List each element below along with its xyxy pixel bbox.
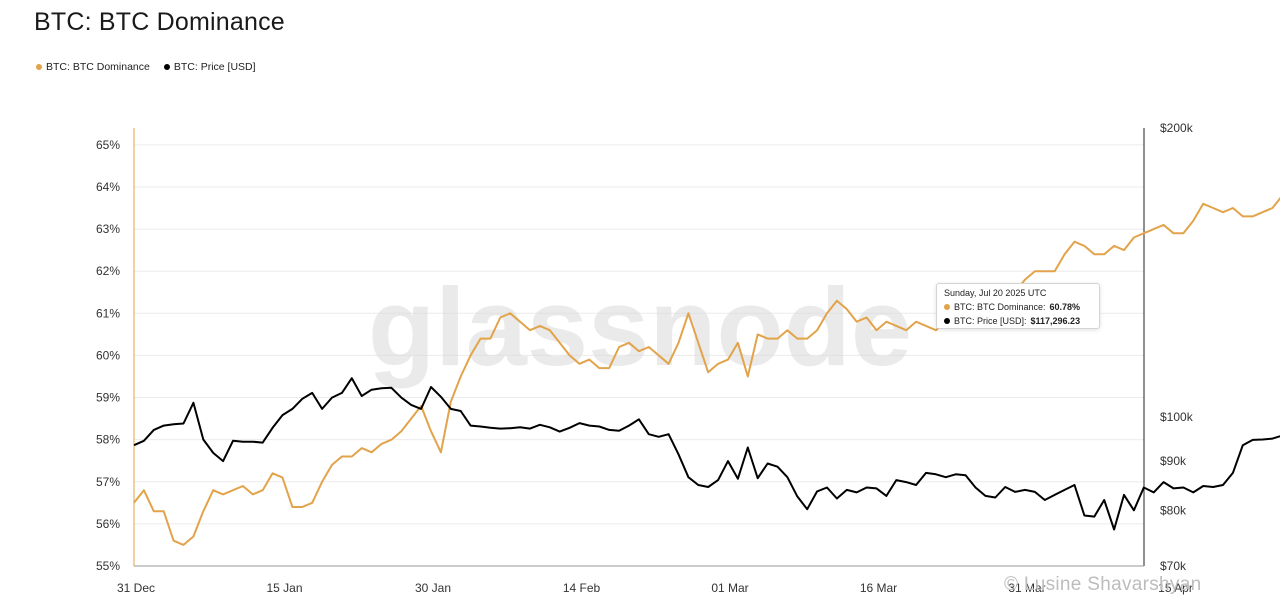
y-left-tick-label: 57% <box>96 475 120 489</box>
x-tick-label: 14 Feb <box>563 581 601 595</box>
chart-legend: BTC: BTC Dominance BTC: Price [USD] <box>36 61 256 73</box>
y-right-tick-label: $90k <box>1160 454 1187 468</box>
y-left-tick-label: 62% <box>96 264 120 278</box>
y-left-tick-label: 65% <box>96 138 120 152</box>
y-left-tick-label: 63% <box>96 222 120 236</box>
legend-dot-price <box>163 64 170 70</box>
y-left-tick-label: 56% <box>96 517 120 531</box>
legend-dot-dominance <box>36 64 42 70</box>
tooltip-label-price: BTC: Price [USD]: <box>954 316 1027 326</box>
legend-item-dominance[interactable]: BTC: BTC Dominance <box>36 61 150 73</box>
hover-tooltip: Sunday, Jul 20 2025 UTC BTC: BTC Dominan… <box>936 283 1100 329</box>
chart-title: BTC: BTC Dominance <box>34 8 285 36</box>
legend-label-price: BTC: Price [USD] <box>173 61 256 73</box>
tooltip-dot-dominance <box>944 304 950 310</box>
x-tick-label: 31 Mar <box>1008 581 1045 595</box>
x-tick-label: 01 Mar <box>711 581 748 595</box>
watermark-text: glassnode <box>368 266 912 389</box>
tooltip-value-dominance: 60.78% <box>1049 302 1081 312</box>
legend-label-dominance: BTC: BTC Dominance <box>46 61 150 73</box>
x-tick-label: 31 Dec <box>117 581 155 595</box>
x-tick-label: 15 Jan <box>266 581 302 595</box>
y-left-tick-label: 55% <box>96 559 120 573</box>
y-left-tick-label: 58% <box>96 433 120 447</box>
tooltip-row-dominance: BTC: BTC Dominance: 60.78% <box>944 302 1092 312</box>
tooltip-date: Sunday, Jul 20 2025 UTC <box>944 288 1047 298</box>
tooltip-value-price: $117,296.23 <box>1030 316 1081 326</box>
y-right-tick-label: $200k <box>1160 121 1194 135</box>
y-right-tick-label: $100k <box>1160 410 1194 424</box>
tooltip-row-price: BTC: Price [USD]: $117,296.23 <box>944 316 1092 326</box>
series-line-price[interactable] <box>133 345 1280 531</box>
y-right-tick-label: $70k <box>1160 559 1187 573</box>
author-credit: © Lusine Shavarshyan <box>1004 574 1202 595</box>
legend-item-price[interactable]: BTC: Price [USD] <box>163 61 256 73</box>
series-line-dominance[interactable] <box>133 136 1280 546</box>
x-tick-label: 16 Mar <box>860 581 897 595</box>
x-tick-label: 15 Apr <box>1158 581 1193 595</box>
y-right-tick-label: $80k <box>1160 503 1187 517</box>
y-left-tick-label: 59% <box>96 391 120 405</box>
tooltip-label-dominance: BTC: BTC Dominance: <box>954 302 1046 312</box>
y-left-tick-label: 64% <box>96 180 120 194</box>
tooltip-dot-price <box>944 318 950 324</box>
y-left-tick-label: 61% <box>96 306 120 320</box>
x-tick-label: 30 Jan <box>415 581 451 595</box>
y-left-tick-label: 60% <box>96 348 120 362</box>
